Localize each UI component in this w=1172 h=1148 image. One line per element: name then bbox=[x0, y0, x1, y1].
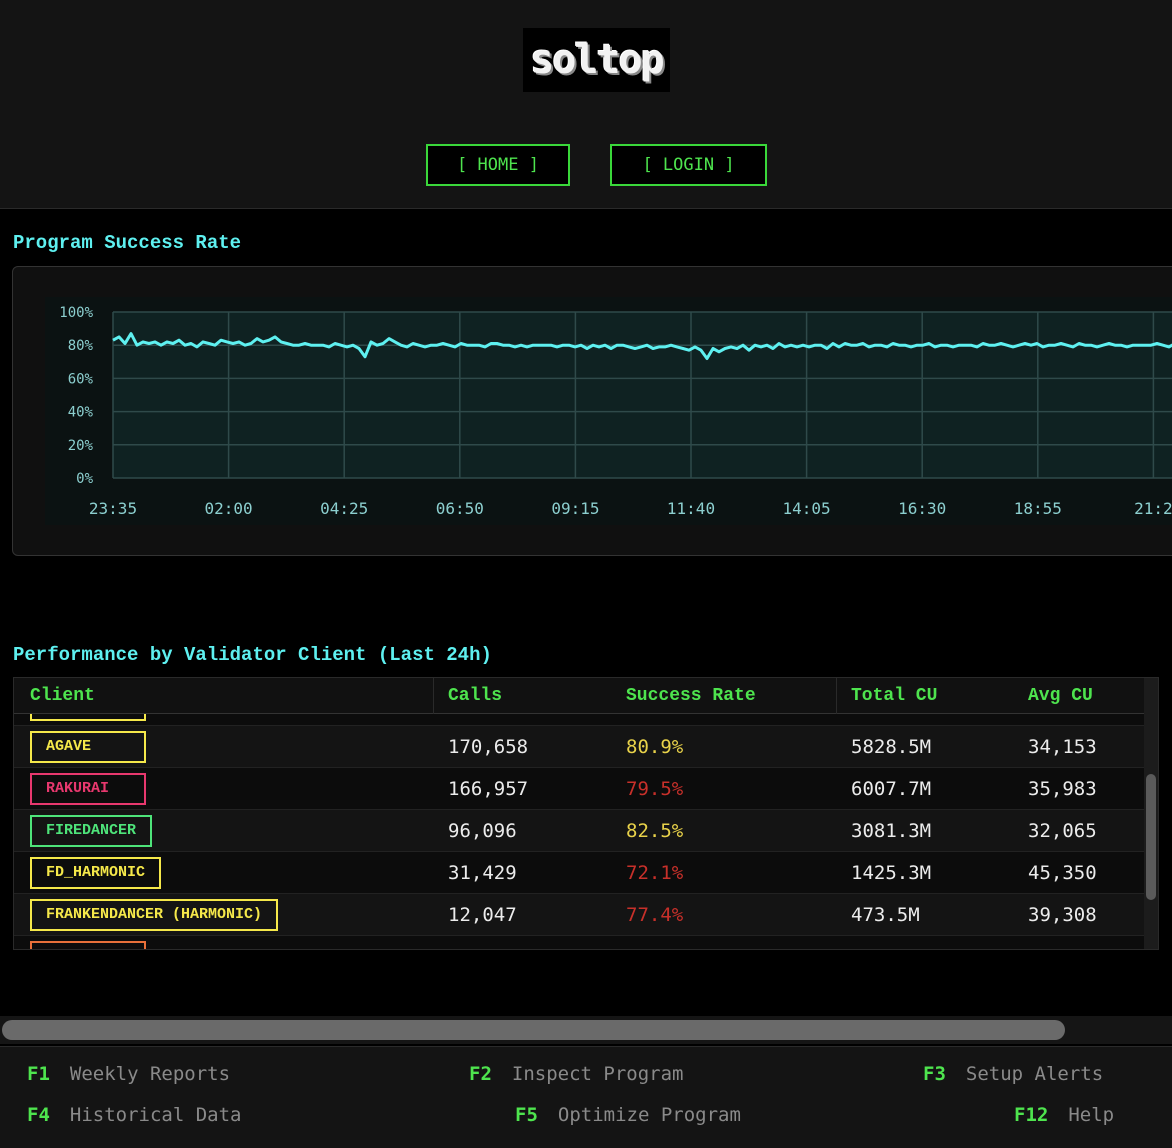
x-tick-label: 02:00 bbox=[205, 499, 253, 518]
table-row[interactable] bbox=[14, 714, 1144, 726]
x-tick-label: 23:35 bbox=[89, 499, 137, 518]
total-cu-cell: 3081.3M bbox=[851, 820, 932, 842]
fkey-weekly-reports[interactable]: F1 Weekly Reports bbox=[27, 1062, 230, 1086]
fkey-label: F2 bbox=[469, 1063, 492, 1085]
chart-title: Program Success Rate bbox=[13, 232, 242, 254]
avg-cu-cell: 34,153 bbox=[1028, 736, 1097, 758]
fkey-inspect-program[interactable]: F2 Inspect Program bbox=[469, 1062, 683, 1086]
success-rate-cell: 80.5% bbox=[626, 936, 683, 949]
fkey-label: F4 bbox=[27, 1104, 50, 1126]
login-button[interactable]: [ LOGIN ] bbox=[610, 144, 767, 186]
table-body[interactable]: AGAVE 170,658 80.9% 5828.5M 34,153 RAKURAI 166… bbox=[14, 714, 1144, 949]
total-cu-cell: 473.5M bbox=[851, 904, 920, 926]
fkey-historical-data[interactable]: F4 Historical Data bbox=[27, 1103, 241, 1127]
fkey-action: Weekly Reports bbox=[69, 1063, 231, 1085]
total-cu-cell: 5828.5M bbox=[851, 736, 932, 758]
logo-text: soltop bbox=[530, 37, 664, 83]
y-tick-label: 60% bbox=[68, 371, 94, 387]
client-badge[interactable]: FRANKENDANCER (HARMONIC) bbox=[30, 899, 279, 931]
table-row[interactable]: PALADIN 2,054 80.5% 72.9M 35,492 bbox=[14, 936, 1144, 949]
fkey-action: Inspect Program bbox=[511, 1063, 684, 1085]
client-badge[interactable]: FD_HARMONIC bbox=[30, 857, 162, 889]
table-row[interactable]: RAKURAI 166,957 79.5% 6007.7M 35,983 bbox=[14, 768, 1144, 810]
y-tick-label: 80% bbox=[68, 338, 94, 354]
y-tick-label: 0% bbox=[76, 471, 93, 487]
table-row[interactable]: FIREDANCER 96,096 82.5% 3081.3M 32,065 bbox=[14, 810, 1144, 852]
plot-area bbox=[113, 312, 1172, 478]
y-tick-label: 20% bbox=[68, 438, 94, 454]
table-row[interactable]: AGAVE 170,658 80.9% 5828.5M 34,153 bbox=[14, 726, 1144, 768]
calls-cell: 166,957 bbox=[448, 778, 529, 800]
client-badge[interactable] bbox=[30, 714, 146, 721]
fkey-optimize-program[interactable]: F5 Optimize Program bbox=[515, 1103, 741, 1127]
client-performance-table: Client Calls Success Rate Total CU Avg C… bbox=[13, 677, 1159, 950]
page-horizontal-scrollbar[interactable] bbox=[0, 1016, 1172, 1044]
success-rate-chart-svg: 0% 20% 40% 60% 80% 100% 23:35 02:00 04:25 06:50 09… bbox=[45, 297, 1172, 525]
fkey-label: F3 bbox=[923, 1063, 946, 1085]
total-cu-cell: 72.9M bbox=[851, 936, 908, 949]
total-cu-cell: 6007.7M bbox=[851, 778, 932, 800]
col-header-success-rate[interactable]: Success Rate bbox=[626, 686, 756, 706]
client-badge[interactable]: RAKURAI bbox=[30, 773, 146, 805]
total-cu-cell: 1425.3M bbox=[851, 862, 932, 884]
success-rate-cell: 72.1% bbox=[626, 862, 684, 884]
fkey-action: Optimize Program bbox=[557, 1104, 741, 1126]
success-rate-chart: 0% 20% 40% 60% 80% 100% 23:35 02:00 04:25 06:50 09… bbox=[12, 266, 1172, 556]
col-header-client[interactable]: Client bbox=[30, 686, 95, 706]
avg-cu-cell: 35,983 bbox=[1028, 778, 1097, 800]
fkey-action: Help bbox=[1068, 1104, 1115, 1126]
client-badge[interactable]: PALADIN bbox=[30, 941, 146, 949]
success-rate-cell: 80.9% bbox=[626, 736, 684, 758]
app-header: soltop [ HOME ] [ LOGIN ] bbox=[0, 0, 1172, 209]
table-row[interactable]: FRANKENDANCER (HARMONIC) 12,047 77.4% 473.5… bbox=[14, 894, 1144, 936]
success-rate-cell: 82.5% bbox=[626, 820, 684, 842]
horizontal-scroll-thumb[interactable] bbox=[2, 1020, 1065, 1040]
x-tick-label: 11:40 bbox=[667, 499, 715, 518]
fkey-setup-alerts[interactable]: F3 Setup Alerts bbox=[923, 1062, 1103, 1086]
x-tick-label: 18:55 bbox=[1014, 499, 1062, 518]
table-header: Client Calls Success Rate Total CU Avg C… bbox=[14, 678, 1144, 714]
avg-cu-cell: 39,308 bbox=[1028, 904, 1097, 926]
x-tick-label: 09:15 bbox=[551, 499, 599, 518]
column-divider bbox=[433, 678, 434, 714]
fkey-help[interactable]: F12 Help bbox=[1014, 1103, 1114, 1127]
x-tick-label: 06:50 bbox=[436, 499, 484, 518]
success-rate-cell: 79.5% bbox=[626, 778, 684, 800]
vertical-scroll-thumb[interactable] bbox=[1146, 774, 1156, 900]
fkey-label: F1 bbox=[27, 1063, 50, 1085]
avg-cu-cell: 45,350 bbox=[1028, 862, 1097, 884]
x-tick-label: 16:30 bbox=[898, 499, 946, 518]
client-badge[interactable]: FIREDANCER bbox=[30, 815, 153, 847]
table-title: Performance by Validator Client (Last 24… bbox=[13, 644, 492, 666]
calls-cell: 12,047 bbox=[448, 904, 517, 926]
function-key-bar: F1 Weekly Reports F2 Inspect Program F3 Set… bbox=[0, 1046, 1172, 1148]
calls-cell: 170,658 bbox=[448, 736, 529, 758]
success-rate-series-line bbox=[112, 332, 1172, 360]
x-tick-label: 21:2 bbox=[1134, 499, 1172, 518]
table-vertical-scrollbar[interactable] bbox=[1144, 678, 1158, 949]
fkey-label: F12 bbox=[1014, 1104, 1049, 1126]
soltop-logo[interactable]: soltop bbox=[523, 28, 670, 92]
home-button[interactable]: [ HOME ] bbox=[426, 144, 570, 186]
col-header-avg-cu[interactable]: Avg CU bbox=[1028, 686, 1093, 706]
y-tick-label: 100% bbox=[59, 305, 93, 321]
client-badge[interactable]: AGAVE bbox=[30, 731, 146, 763]
fkey-action: Historical Data bbox=[69, 1104, 242, 1126]
fkey-action: Setup Alerts bbox=[965, 1063, 1104, 1085]
col-header-total-cu[interactable]: Total CU bbox=[851, 686, 938, 706]
col-header-calls[interactable]: Calls bbox=[448, 686, 503, 706]
calls-cell: 31,429 bbox=[448, 862, 517, 884]
y-tick-label: 40% bbox=[68, 405, 94, 421]
avg-cu-cell: 35,492 bbox=[1028, 936, 1097, 949]
column-divider bbox=[836, 678, 837, 714]
table-row[interactable]: FD_HARMONIC 31,429 72.1% 1425.3M 45,350 bbox=[14, 852, 1144, 894]
x-tick-label: 04:25 bbox=[320, 499, 368, 518]
success-rate-cell: 77.4% bbox=[626, 904, 684, 926]
x-tick-label: 14:05 bbox=[783, 499, 831, 518]
calls-cell: 96,096 bbox=[448, 820, 517, 842]
fkey-label: F5 bbox=[515, 1104, 538, 1126]
calls-cell: 2,054 bbox=[448, 936, 505, 949]
avg-cu-cell: 32,065 bbox=[1028, 820, 1097, 842]
